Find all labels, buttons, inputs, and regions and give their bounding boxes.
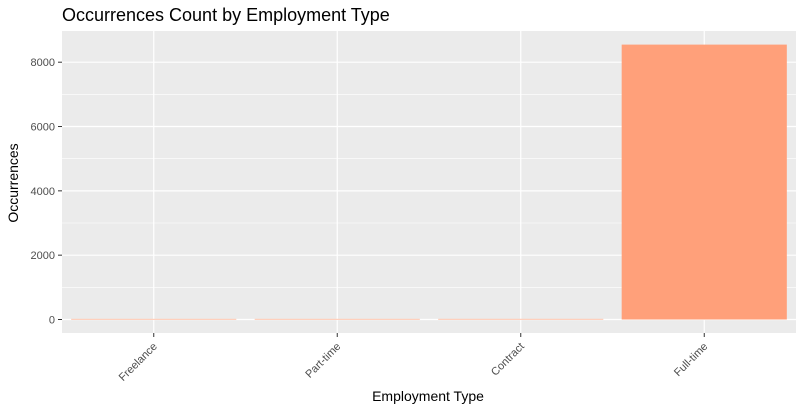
bar-freelance	[71, 318, 237, 320]
y-tick-label: 8000	[31, 57, 55, 69]
y-axis-title: Occurrences	[5, 143, 21, 222]
y-tick-label: 2000	[31, 250, 55, 262]
bar-part-time	[254, 318, 420, 320]
x-axis-ticks: Freelance Part-time Contract Full-time	[117, 333, 710, 384]
x-tick-label: Part-time	[303, 341, 343, 381]
y-axis-ticks: 0 2000 4000 6000 8000	[31, 57, 62, 326]
bar-full-time	[621, 44, 787, 320]
chart-title: Occurrences Count by Employment Type	[62, 5, 390, 25]
x-tick-label: Freelance	[117, 341, 160, 384]
bar-contract	[438, 318, 604, 320]
y-tick-label: 6000	[31, 122, 55, 134]
y-tick-label: 4000	[31, 186, 55, 198]
bars	[71, 44, 787, 320]
x-axis-title: Employment Type	[372, 388, 484, 404]
x-tick-label: Full-time	[672, 341, 710, 379]
x-tick-label: Contract	[489, 341, 527, 379]
y-tick-label: 0	[49, 314, 55, 326]
